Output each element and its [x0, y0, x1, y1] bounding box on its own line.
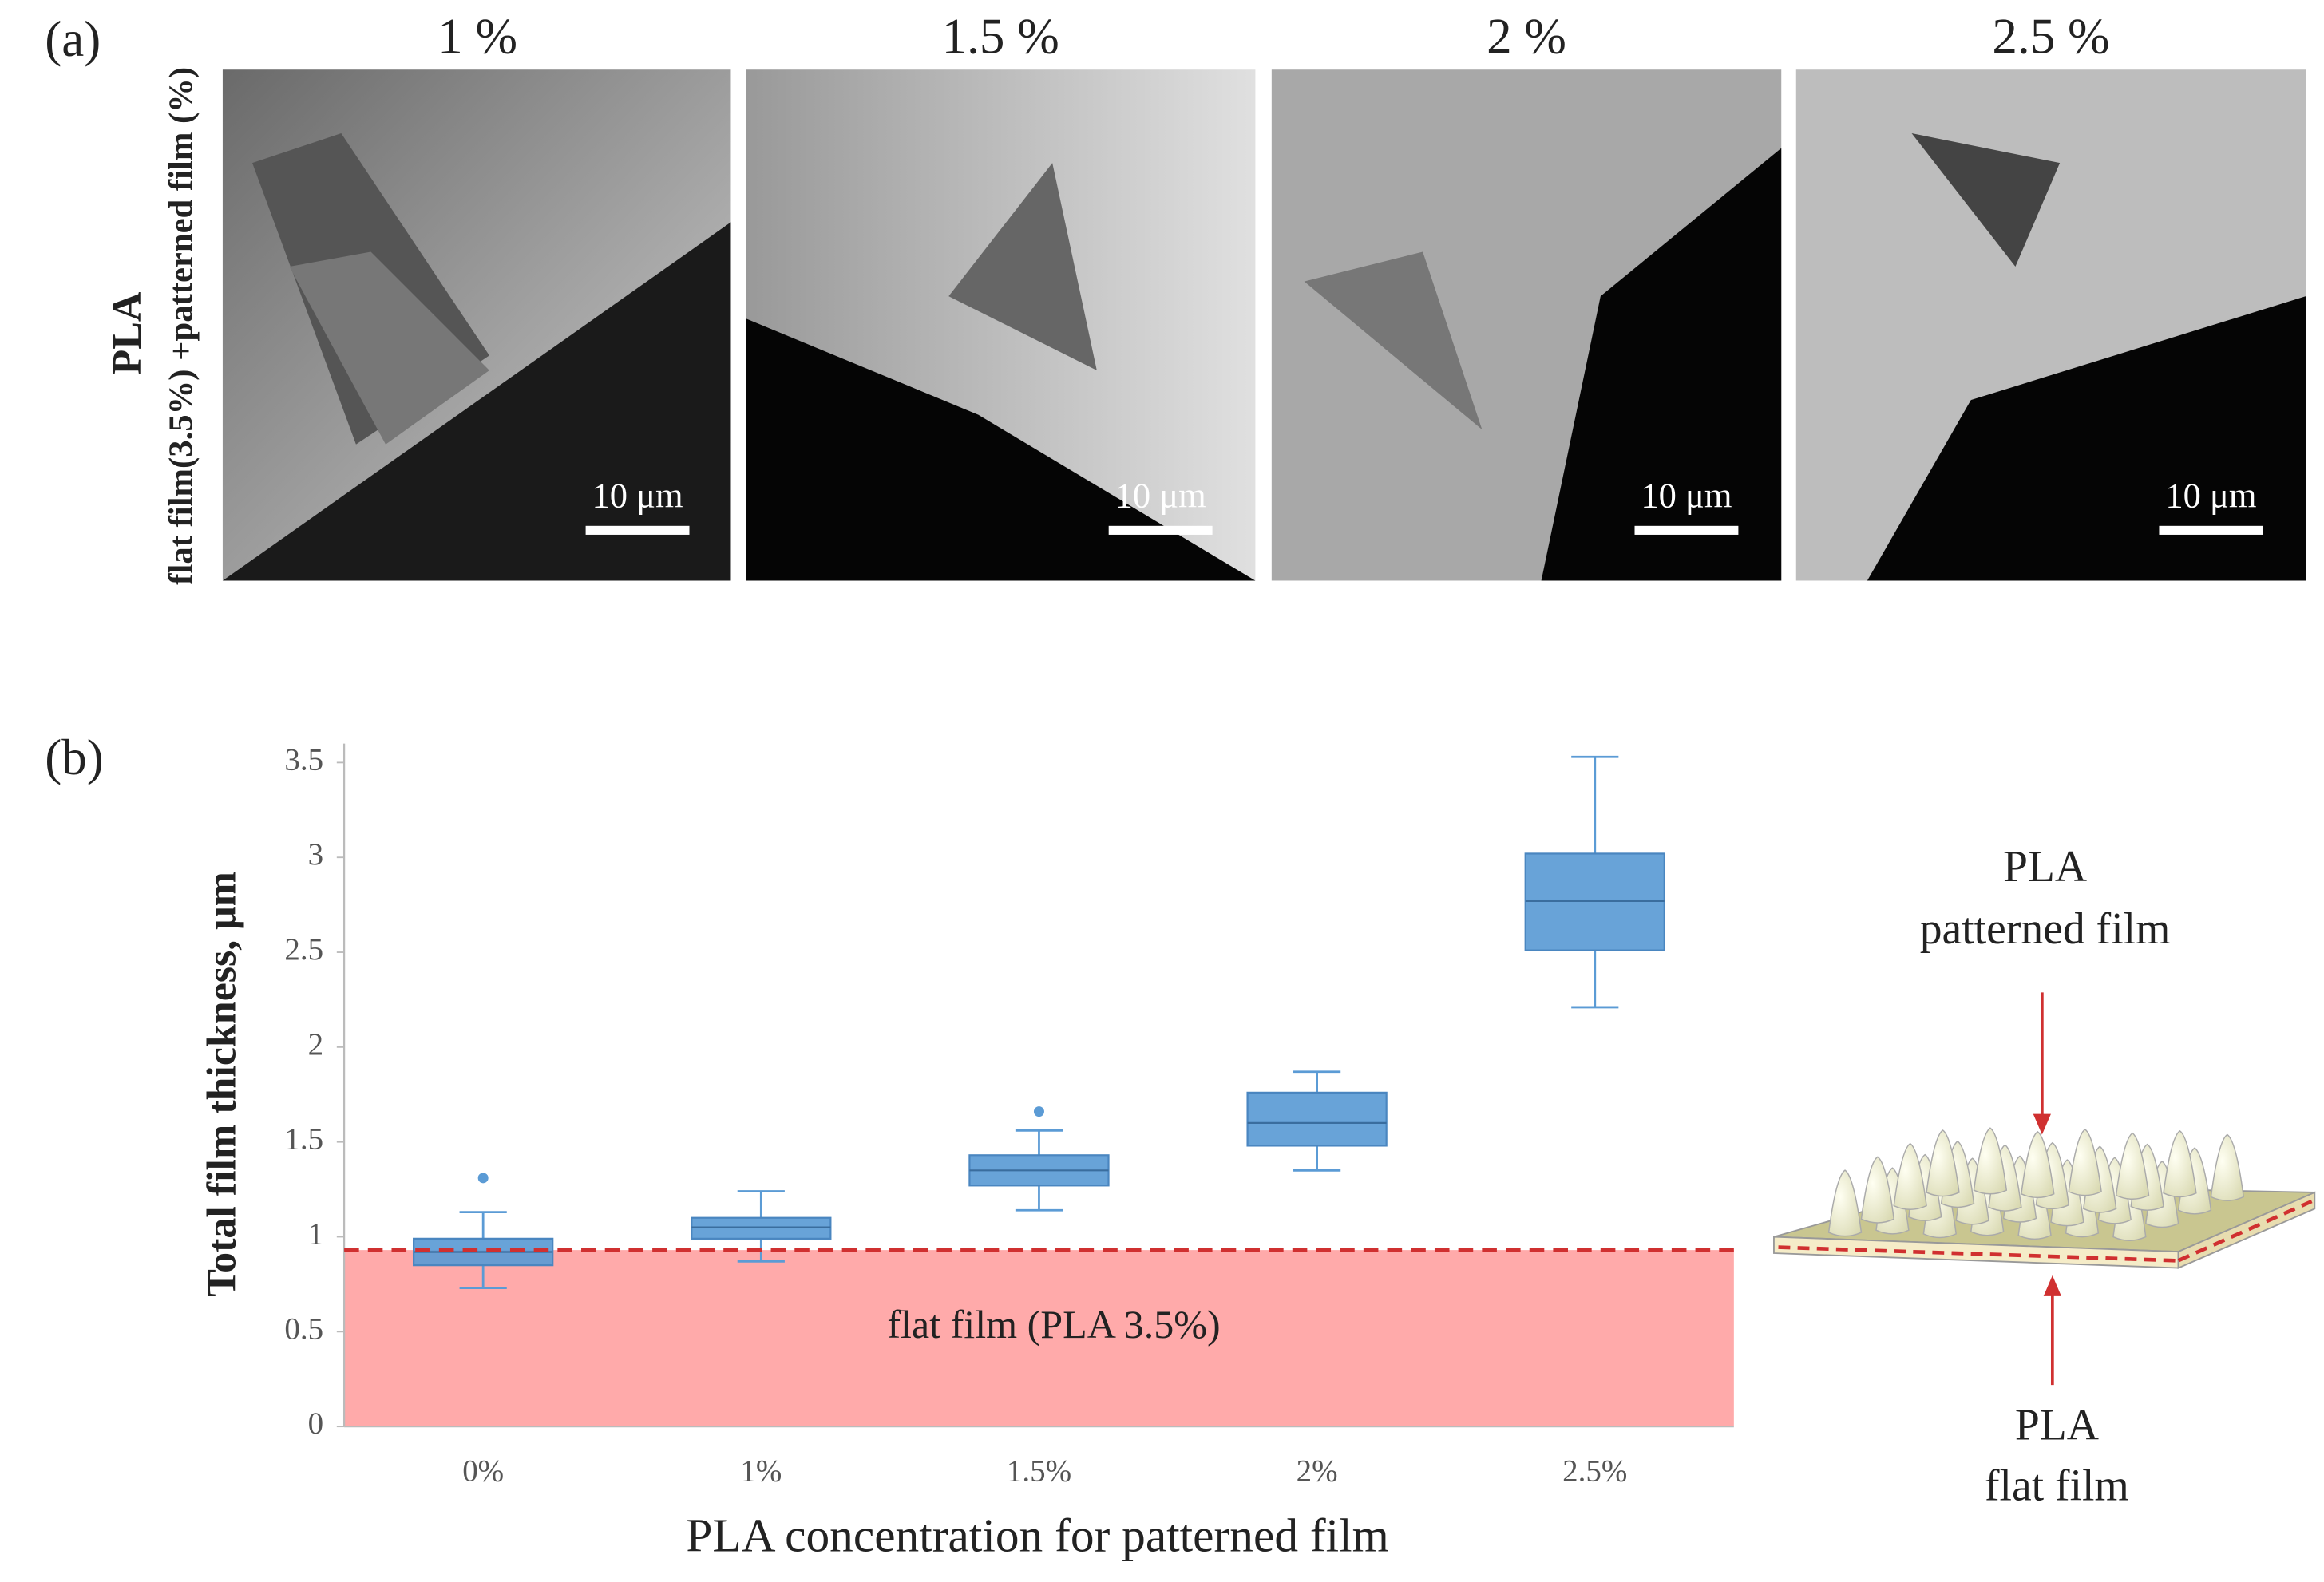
y-axis-title: Total film thickness, μm — [200, 872, 245, 1297]
x-tick-label: 0% — [462, 1453, 504, 1488]
cone — [1827, 1169, 1863, 1237]
scale-bar-label: 10 μm — [592, 476, 683, 516]
cone — [1973, 1127, 2008, 1195]
row-label: flat film(3.5%) +patterned film (%) — [162, 67, 200, 585]
cone — [2115, 1132, 2150, 1200]
y-tick-label: 3.5 — [284, 742, 323, 777]
illustration-label: PLA — [2003, 842, 2087, 892]
column-title: 2.5 % — [1992, 8, 2109, 64]
box — [1246, 1091, 1388, 1147]
scale-bar-label: 10 μm — [1115, 476, 1206, 516]
outlier — [1033, 1106, 1044, 1117]
cone — [1860, 1156, 1895, 1224]
x-axis-title: PLA concentration for patterned film — [686, 1509, 1388, 1562]
y-tick-label: 0 — [308, 1406, 323, 1441]
box — [691, 1216, 832, 1240]
y-tick-label: 2 — [308, 1027, 323, 1062]
illustration-label: PLA — [2015, 1401, 2099, 1450]
x-tick-label: 1.5% — [1007, 1453, 1071, 1488]
row-label: PLA — [105, 291, 150, 374]
sem-image — [746, 69, 1256, 581]
y-tick-label: 0.5 — [284, 1311, 323, 1346]
y-tick-label: 3 — [308, 837, 323, 872]
cone — [1893, 1142, 1927, 1211]
sem-images: 10 μm 10 μm 10 μm 10 μm — [222, 69, 2306, 581]
box — [1524, 852, 1665, 951]
column-title: 2 % — [1487, 8, 1566, 64]
sem-image — [1271, 69, 1782, 581]
y-tick-label: 1 — [308, 1216, 323, 1251]
illustration-label: flat film — [1985, 1461, 2129, 1511]
cone — [2021, 1130, 2055, 1199]
scale-bar — [1634, 525, 1739, 535]
column-title: 1.5 % — [942, 8, 1059, 64]
outlier — [477, 1173, 489, 1184]
panel-label: (b) — [45, 730, 104, 785]
sem-image — [222, 69, 731, 581]
cone — [2163, 1130, 2197, 1198]
scale-bar — [585, 525, 690, 535]
cone — [2210, 1133, 2245, 1201]
cone — [1926, 1129, 1960, 1197]
sem-image — [1795, 69, 2306, 581]
column-title: 1 % — [437, 8, 517, 64]
illustration-label: patterned film — [1920, 904, 2171, 954]
panel-label: (a) — [45, 11, 101, 67]
x-tick-label: 2.5% — [1562, 1453, 1627, 1488]
x-tick-label: 2% — [1297, 1453, 1338, 1488]
scale-bar-label: 10 μm — [2165, 476, 2256, 516]
cone — [2068, 1129, 2102, 1196]
illustration: PLA patterned film PLA flat film — [1773, 842, 2316, 1511]
reference-area — [344, 1250, 1734, 1427]
y-tick-label: 2.5 — [284, 932, 323, 967]
scale-bar — [2159, 525, 2263, 535]
box-chart: (b) flat film (PLA 3.5%) 0 0.5 1 1.5 2 2.5 3 3.5 0… — [45, 730, 1734, 1562]
reference-label: flat film (PLA 3.5%) — [887, 1302, 1220, 1347]
scale-bar-label: 10 μm — [1641, 476, 1732, 516]
y-tick-label: 1.5 — [284, 1122, 323, 1157]
scale-bar — [1108, 525, 1213, 535]
x-tick-label: 1% — [740, 1453, 782, 1488]
